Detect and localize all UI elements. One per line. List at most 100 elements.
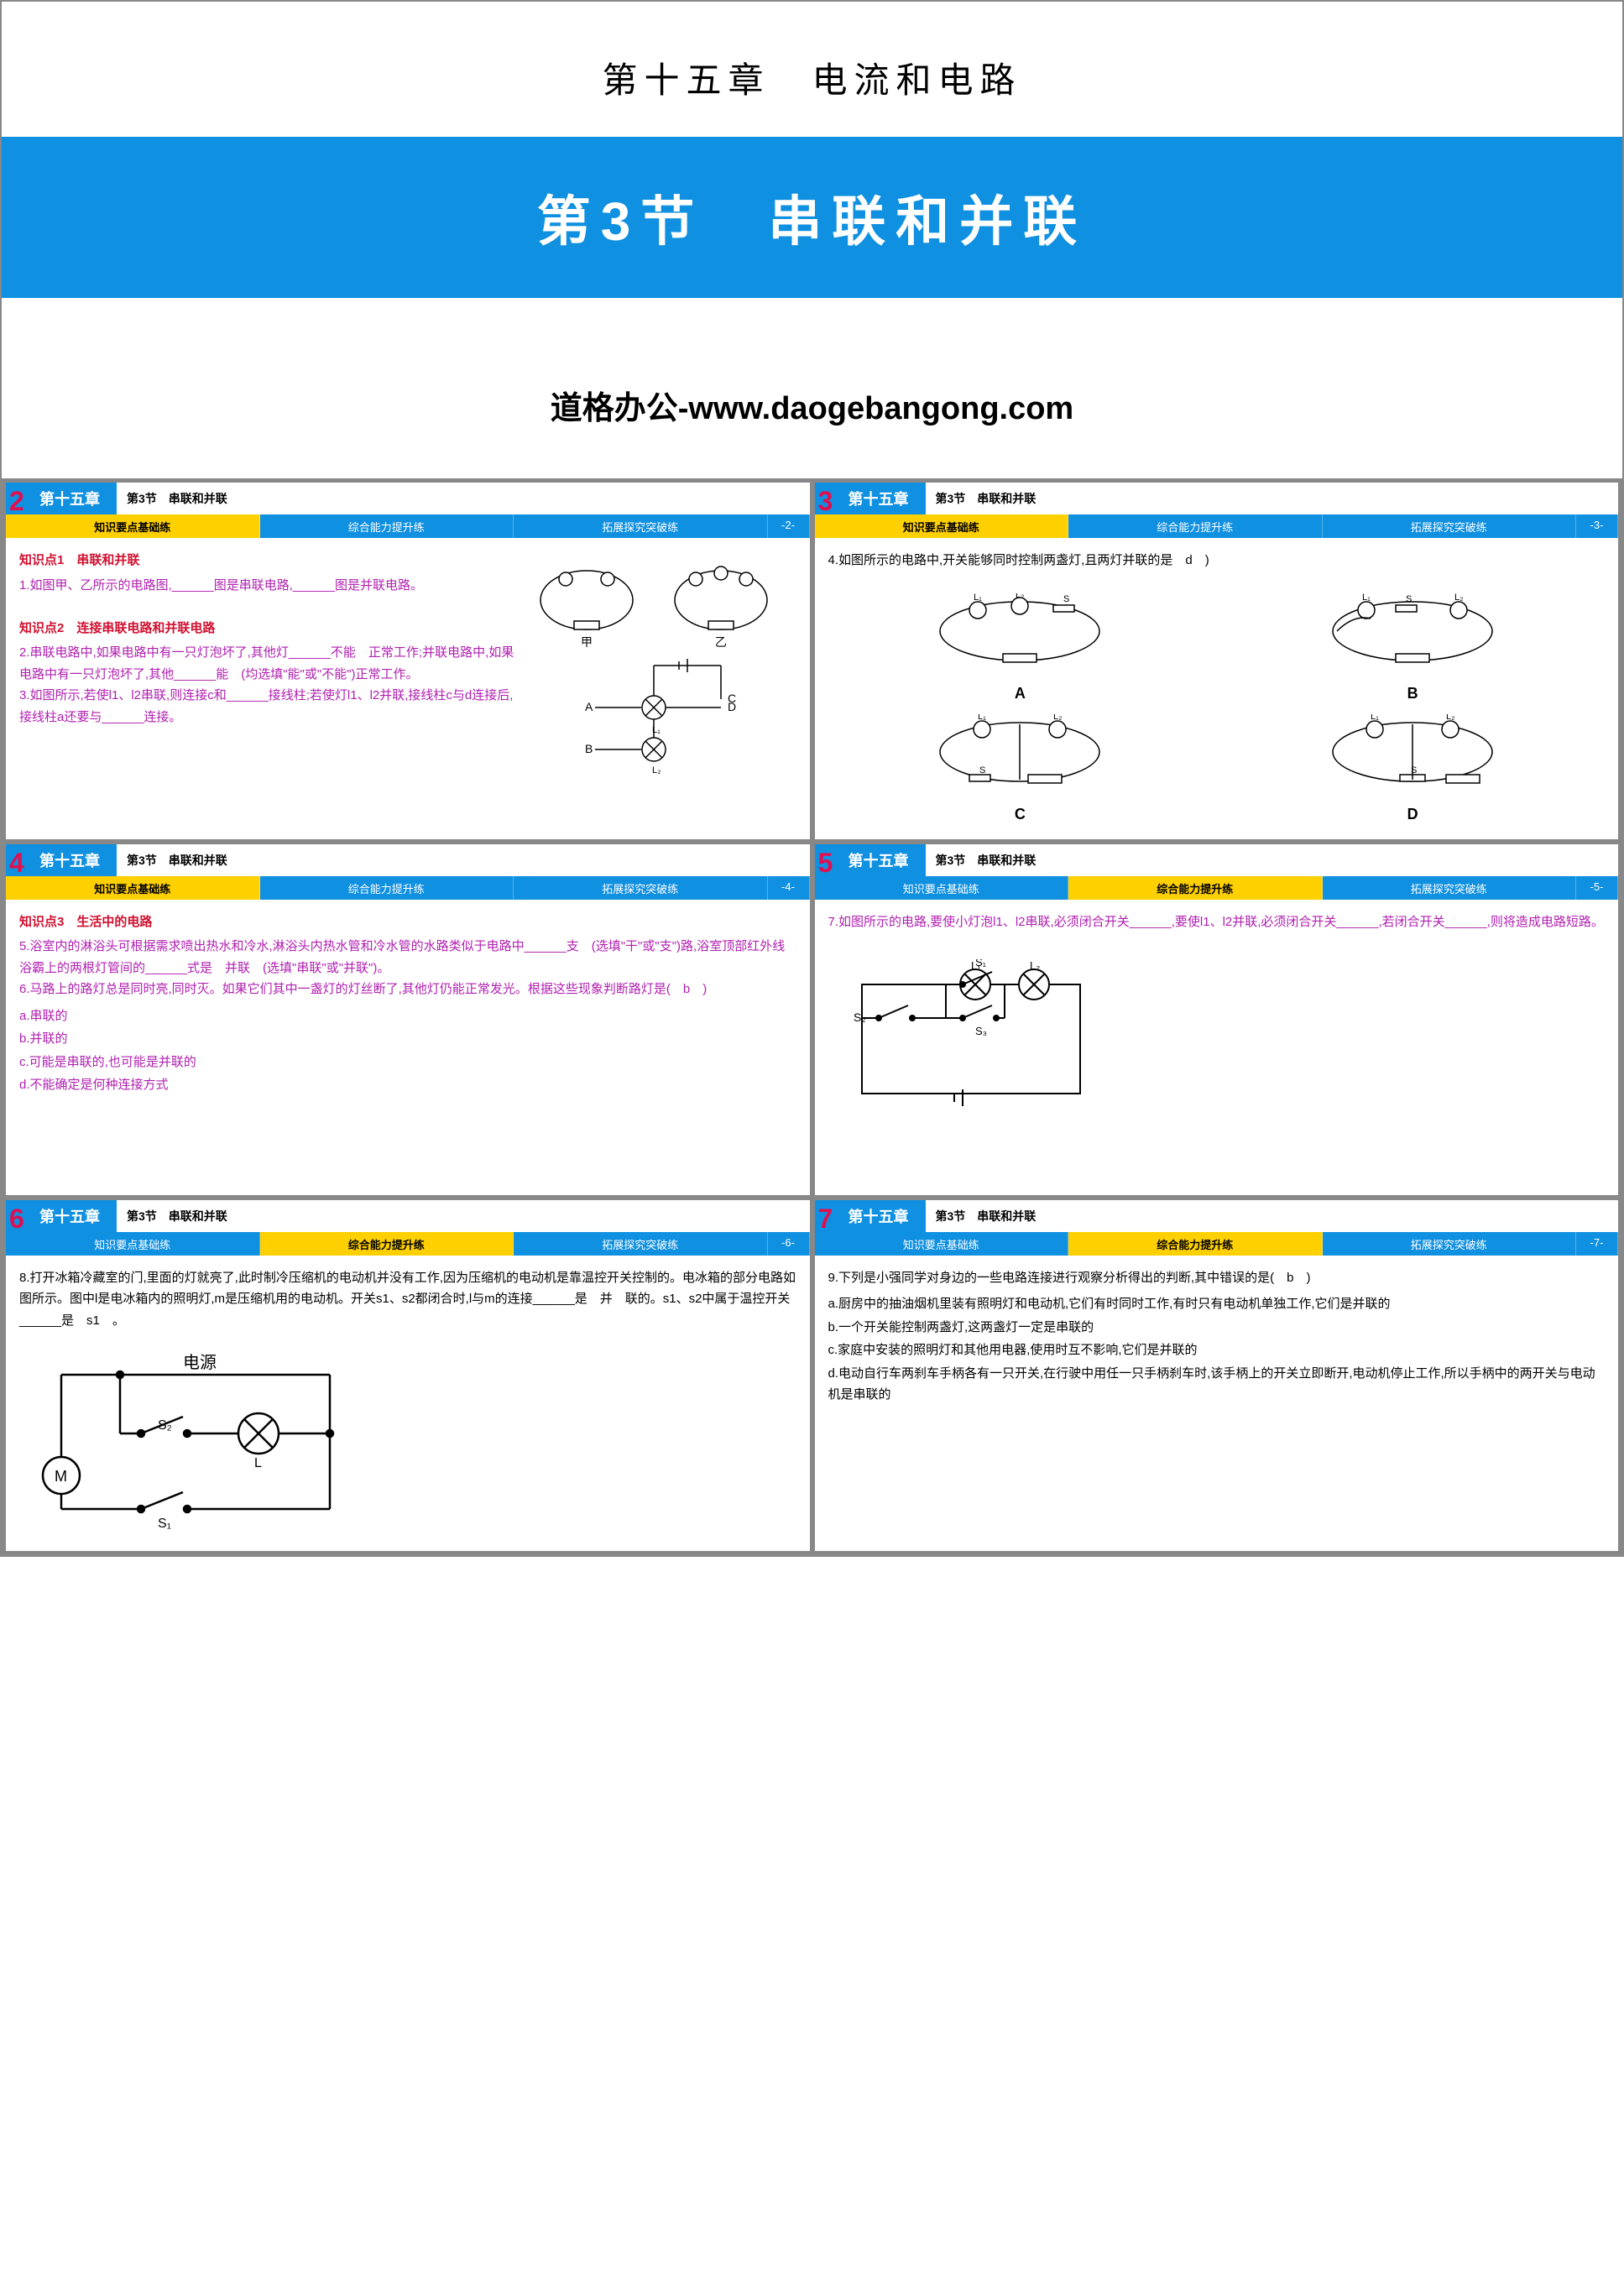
question-3: 3.如图所示,若使l1、l2串联,则连接c和______接线柱;若使灯l1、l2… bbox=[19, 685, 518, 728]
svg-text:M: M bbox=[55, 1468, 67, 1485]
tabs-row: 知识要点基础练 综合能力提升练 拓展探究突破练 -6- bbox=[6, 1232, 810, 1256]
svg-text:L₂: L₂ bbox=[1053, 714, 1062, 722]
q6-option-a: a.串联的 bbox=[19, 1005, 796, 1027]
svg-text:乙: 乙 bbox=[715, 635, 727, 649]
section-banner: 第3节 串联和并联 bbox=[2, 137, 1622, 298]
question-9: 9.下列是小强同学对身边的一些电路连接进行观察分析得出的判断,其中错误的是( b… bbox=[828, 1267, 1606, 1289]
circuit-option-a: L₁ L₂ S A bbox=[919, 593, 1120, 707]
svg-text:S₂: S₂ bbox=[158, 1418, 172, 1433]
svg-text:L₂: L₂ bbox=[1454, 593, 1463, 603]
page-number: -2- bbox=[768, 514, 810, 538]
tab-basic[interactable]: 知识要点基础练 bbox=[6, 1232, 260, 1256]
svg-text:L₁: L₁ bbox=[974, 593, 982, 603]
slide-4: 4 第十五章 第3节 串联和并联 知识要点基础练 综合能力提升练 拓展探究突破练… bbox=[5, 843, 811, 1196]
question-4: 4.如图所示的电路中,开关能够同时控制两盏灯,且两灯并联的是 d ) bbox=[828, 550, 1606, 572]
svg-text:S: S bbox=[979, 765, 985, 775]
svg-text:S₁: S₁ bbox=[975, 959, 987, 969]
option-label-b: B bbox=[1312, 681, 1513, 707]
svg-text:电源: 电源 bbox=[183, 1353, 217, 1372]
slide-7: 7 第十五章 第3节 串联和并联 知识要点基础练 综合能力提升练 拓展探究突破练… bbox=[814, 1199, 1620, 1552]
svg-text:D: D bbox=[728, 700, 736, 713]
svg-text:L₂: L₂ bbox=[1016, 593, 1024, 600]
svg-text:S: S bbox=[1406, 594, 1412, 604]
svg-text:A: A bbox=[585, 700, 593, 713]
page-number: -3- bbox=[1576, 514, 1618, 538]
question-5: 5.浴室内的淋浴头可根据需求喷出热水和冷水,淋浴头内热水管和冷水管的水路类似于电… bbox=[19, 936, 796, 979]
section-label: 第3节 串联和并联 bbox=[926, 1200, 1047, 1232]
svg-text:L₁: L₁ bbox=[978, 714, 986, 722]
section-label: 第3节 串联和并联 bbox=[926, 483, 1047, 514]
svg-text:S₁: S₁ bbox=[158, 1517, 171, 1531]
section-banner-text: 第3节 串联和并联 bbox=[18, 179, 1606, 256]
slide-number: 6 bbox=[9, 1204, 24, 1235]
tab-basic[interactable]: 知识要点基础练 bbox=[6, 514, 260, 538]
slide-3: 3 第十五章 第3节 串联和并联 知识要点基础练 综合能力提升练 拓展探究突破练… bbox=[814, 482, 1620, 840]
slide-number: 3 bbox=[818, 486, 833, 517]
tab-extend[interactable]: 拓展探究突破练 bbox=[1323, 876, 1577, 900]
tabs-row: 知识要点基础练 综合能力提升练 拓展探究突破练 -7- bbox=[815, 1232, 1619, 1256]
tab-extend[interactable]: 拓展探究突破练 bbox=[1323, 1232, 1577, 1256]
knowledge-point-3-title: 知识点3 生活中的电路 bbox=[19, 911, 796, 933]
circuit-diagram-q7: S₂ L₁ L₂ bbox=[828, 959, 1606, 1127]
slide-number: 4 bbox=[9, 848, 24, 879]
page-number: -4- bbox=[768, 876, 810, 900]
tab-extend[interactable]: 拓展探究突破练 bbox=[514, 1232, 768, 1256]
q9-option-c: c.家庭中安装的照明灯和其他用电器,使用时互不影响,它们是并联的 bbox=[828, 1339, 1606, 1361]
question-7: 7.如图所示的电路,要使小灯泡l1、l2串联,必须闭合开关______,要使l1… bbox=[828, 911, 1606, 933]
slide-number: 5 bbox=[818, 848, 833, 879]
tab-basic[interactable]: 知识要点基础练 bbox=[6, 876, 260, 900]
q6-option-b: b.并联的 bbox=[19, 1028, 796, 1050]
svg-text:S: S bbox=[1063, 594, 1069, 604]
knowledge-point-2-title: 知识点2 连接串联电路和并联电路 bbox=[19, 618, 518, 640]
tab-comprehensive[interactable]: 综合能力提升练 bbox=[260, 876, 514, 900]
section-label: 第3节 串联和并联 bbox=[117, 483, 238, 514]
question-8: 8.打开冰箱冷藏室的门,里面的灯就亮了,此时制冷压缩机的电动机并没有工作,因为压… bbox=[19, 1267, 796, 1332]
svg-text:S₃: S₃ bbox=[975, 1025, 987, 1037]
q9-option-a: a.厨房中的抽油烟机里装有照明灯和电动机,它们有时同时工作,有时只有电动机单独工… bbox=[828, 1293, 1606, 1315]
circuit-option-b: L₁SL₂ B bbox=[1312, 593, 1513, 707]
slide-number: 2 bbox=[9, 486, 24, 517]
svg-text:S: S bbox=[1411, 765, 1417, 775]
slide-6: 6 第十五章 第3节 串联和并联 知识要点基础练 综合能力提升练 拓展探究突破练… bbox=[5, 1199, 811, 1552]
tab-basic[interactable]: 知识要点基础练 bbox=[815, 876, 1069, 900]
section-label: 第3节 串联和并联 bbox=[117, 844, 238, 876]
q9-option-b: b.一个开关能控制两盏灯,这两盏灯一定是串联的 bbox=[828, 1317, 1606, 1339]
page-number: -7- bbox=[1576, 1232, 1618, 1256]
svg-text:L: L bbox=[254, 1456, 262, 1470]
svg-text:L₂: L₂ bbox=[652, 765, 661, 775]
tab-comprehensive[interactable]: 综合能力提升练 bbox=[1068, 876, 1323, 900]
tab-extend[interactable]: 拓展探究突破练 bbox=[1323, 514, 1577, 538]
svg-text:L₂: L₂ bbox=[1030, 959, 1040, 972]
option-label-a: A bbox=[919, 681, 1120, 707]
tabs-row: 知识要点基础练 综合能力提升练 拓展探究突破练 -2- bbox=[6, 514, 810, 538]
tab-comprehensive[interactable]: 综合能力提升练 bbox=[260, 514, 514, 538]
question-2: 2.串联电路中,如果电路中有一只灯泡坏了,其他灯______不能 正常工作;并联… bbox=[19, 642, 518, 685]
q6-option-c: c.可能是串联的,也可能是并联的 bbox=[19, 1052, 796, 1073]
option-label-d: D bbox=[1312, 801, 1513, 828]
tab-extend[interactable]: 拓展探究突破练 bbox=[514, 876, 768, 900]
page-number: -6- bbox=[768, 1232, 810, 1256]
tab-comprehensive[interactable]: 综合能力提升练 bbox=[1068, 514, 1323, 538]
chapter-title: 第十五章 电流和电路 bbox=[18, 52, 1606, 103]
tabs-row: 知识要点基础练 综合能力提升练 拓展探究突破练 -5- bbox=[815, 876, 1619, 900]
svg-text:B: B bbox=[585, 742, 593, 755]
tab-comprehensive[interactable]: 综合能力提升练 bbox=[1068, 1232, 1323, 1256]
tab-comprehensive[interactable]: 综合能力提升练 bbox=[260, 1232, 514, 1256]
slide-number: 7 bbox=[818, 1204, 833, 1235]
circuit-option-c: L₁ L₂ S C bbox=[919, 714, 1120, 828]
page-number: -5- bbox=[1576, 876, 1618, 900]
question-6: 6.马路上的路灯总是同时亮,同时灭。如果它们其中一盏灯的灯丝断了,其他灯仍能正常… bbox=[19, 979, 796, 1000]
tab-extend[interactable]: 拓展探究突破练 bbox=[514, 514, 768, 538]
option-label-c: C bbox=[919, 801, 1120, 828]
circuit-option-d: L₁L₂S D bbox=[1312, 714, 1513, 828]
watermark: 道格办公-www.daogebangong.com bbox=[2, 298, 1622, 478]
q9-option-d: d.电动自行车两刹车手柄各有一只开关,在行驶中用任一只手柄刹车时,该手柄上的开关… bbox=[828, 1363, 1606, 1406]
tabs-row: 知识要点基础练 综合能力提升练 拓展探究突破练 -3- bbox=[815, 514, 1619, 538]
svg-text:L₁: L₁ bbox=[1371, 714, 1379, 722]
circuit-diagram-q8: 电源 M S₁ bbox=[19, 1350, 796, 1534]
section-label: 第3节 串联和并联 bbox=[926, 844, 1047, 876]
slide-2: 2 第十五章 第3节 串联和并联 知识要点基础练 综合能力提升练 拓展探究突破练… bbox=[5, 482, 811, 840]
tab-basic[interactable]: 知识要点基础练 bbox=[815, 514, 1069, 538]
q6-option-d: d.不能确定是何种连接方式 bbox=[19, 1074, 796, 1096]
tab-basic[interactable]: 知识要点基础练 bbox=[815, 1232, 1069, 1256]
